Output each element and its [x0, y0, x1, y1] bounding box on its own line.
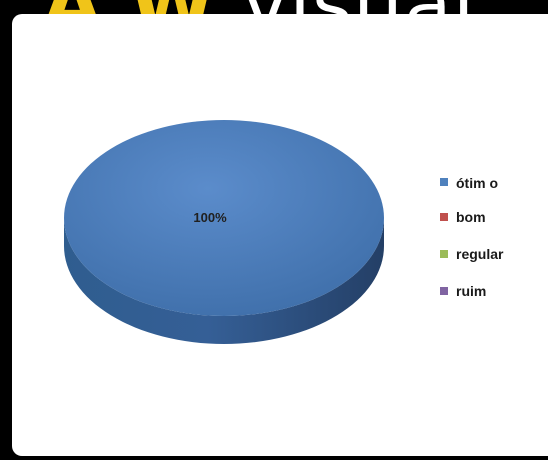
- legend-swatch-regular: [440, 250, 448, 258]
- pie-slice-side-otimo: [64, 218, 384, 344]
- legend-swatch-bom: [440, 213, 448, 221]
- legend-label-otimo: ótim o: [456, 175, 498, 191]
- legend-label-regular: regular: [456, 246, 504, 262]
- legend-swatch-otimo: [440, 178, 448, 186]
- legend-label-ruim: ruim: [456, 283, 486, 299]
- pie-slice-otimo: [64, 120, 384, 316]
- data-label-otimo: 100%: [193, 210, 227, 225]
- legend-swatch-ruim: [440, 287, 448, 295]
- legend-label-bom: bom: [456, 209, 486, 225]
